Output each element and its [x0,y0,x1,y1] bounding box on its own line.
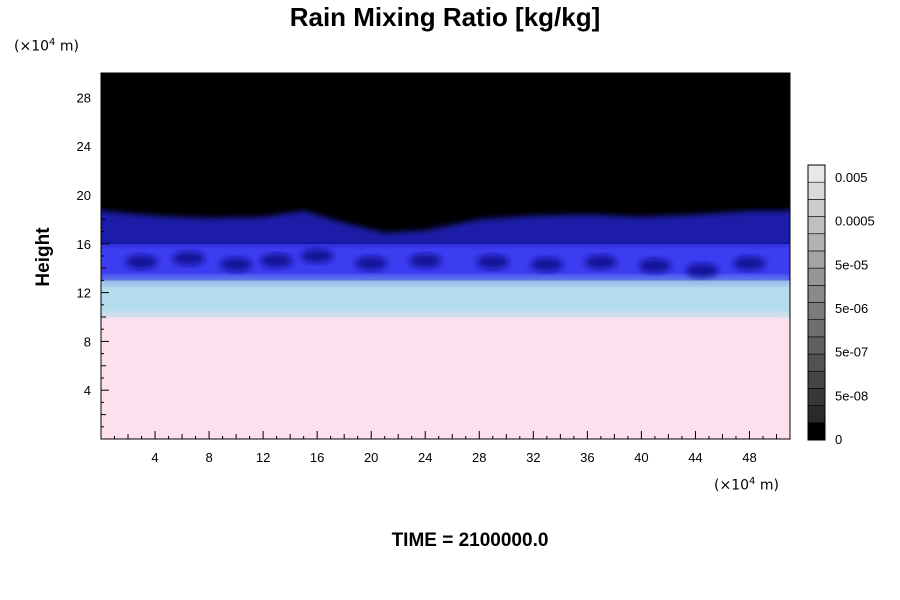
colorbar-segment [807,164,826,183]
colorbar-segment [807,181,826,200]
convective-core-1 [172,251,205,266]
convective-core-10 [638,258,671,273]
y-tick-label: 16 [77,237,91,252]
x-axis-unit: (×104 m) [714,476,779,494]
y-tick-label: 20 [77,188,91,203]
colorbar-segment [807,336,826,355]
field-band-0 [101,317,790,439]
x-tick-label: 36 [580,450,594,465]
x-tick-label: 16 [310,450,324,465]
colorbar-label: 0 [835,432,842,447]
convective-core-8 [530,257,563,272]
colorbar-label: 5e-05 [835,257,868,272]
x-tick-label: 40 [634,450,648,465]
convective-core-4 [301,249,334,263]
transition-band [101,275,790,286]
x-tick-label: 24 [418,450,432,465]
transition-band-low [101,312,790,320]
convective-core-3 [260,253,293,268]
colorbar-segment [807,233,826,252]
colorbar-segment [807,422,826,441]
x-tick-label: 12 [256,450,270,465]
colorbar-segment [807,199,826,217]
convective-core-0 [125,255,158,270]
convective-core-12 [733,256,766,271]
convective-core-7 [476,255,509,270]
colorbar-label: 5e-06 [835,301,868,316]
colorbar-segment [807,216,826,235]
colorbar-frame [807,164,826,441]
y-tick-label: 28 [77,90,91,105]
colorbar-segment [807,302,826,320]
y-axis-label: Height [33,227,54,287]
x-tick-label: 32 [526,450,540,465]
colorbar-segment [807,370,826,389]
y-tick-label: 8 [84,334,91,349]
x-tick-label: 8 [205,450,212,465]
y-tick-label: 24 [77,139,91,154]
colorbar-label: 0.005 [835,170,868,185]
colorbar-segment [807,405,826,424]
convective-core-9 [584,255,617,270]
colorbar-label: 5e-08 [835,388,868,403]
colorbar-segment [807,388,826,406]
x-tick-label: 44 [688,450,702,465]
convective-core-11 [686,263,719,278]
colorbar-label: 5e-07 [835,345,868,360]
y-tick-label: 12 [77,286,91,301]
colorbar-segment [807,250,826,269]
field-band-2 [101,243,790,281]
colorbar-segment [807,267,826,286]
colorbar-segment [807,319,826,338]
colorbar-segment [807,285,826,303]
chart-title: Rain Mixing Ratio [kg/kg] [289,2,601,32]
convective-core-6 [409,253,442,268]
colorbar-label: 0.0005 [835,214,875,229]
time-stamp: TIME = 2100000.0 [391,530,549,551]
x-tick-label: 20 [364,450,378,465]
colorbar-segment [807,353,826,372]
convective-core-2 [220,257,253,272]
clear-air-region [101,73,790,233]
x-tick-label: 4 [151,450,158,465]
convective-core-5 [355,256,388,271]
y-tick-label: 4 [84,383,91,398]
x-tick-label: 48 [742,450,756,465]
field-band-1 [101,280,790,317]
x-tick-label: 28 [472,450,486,465]
y-axis-unit: (×104 m) [14,37,79,55]
